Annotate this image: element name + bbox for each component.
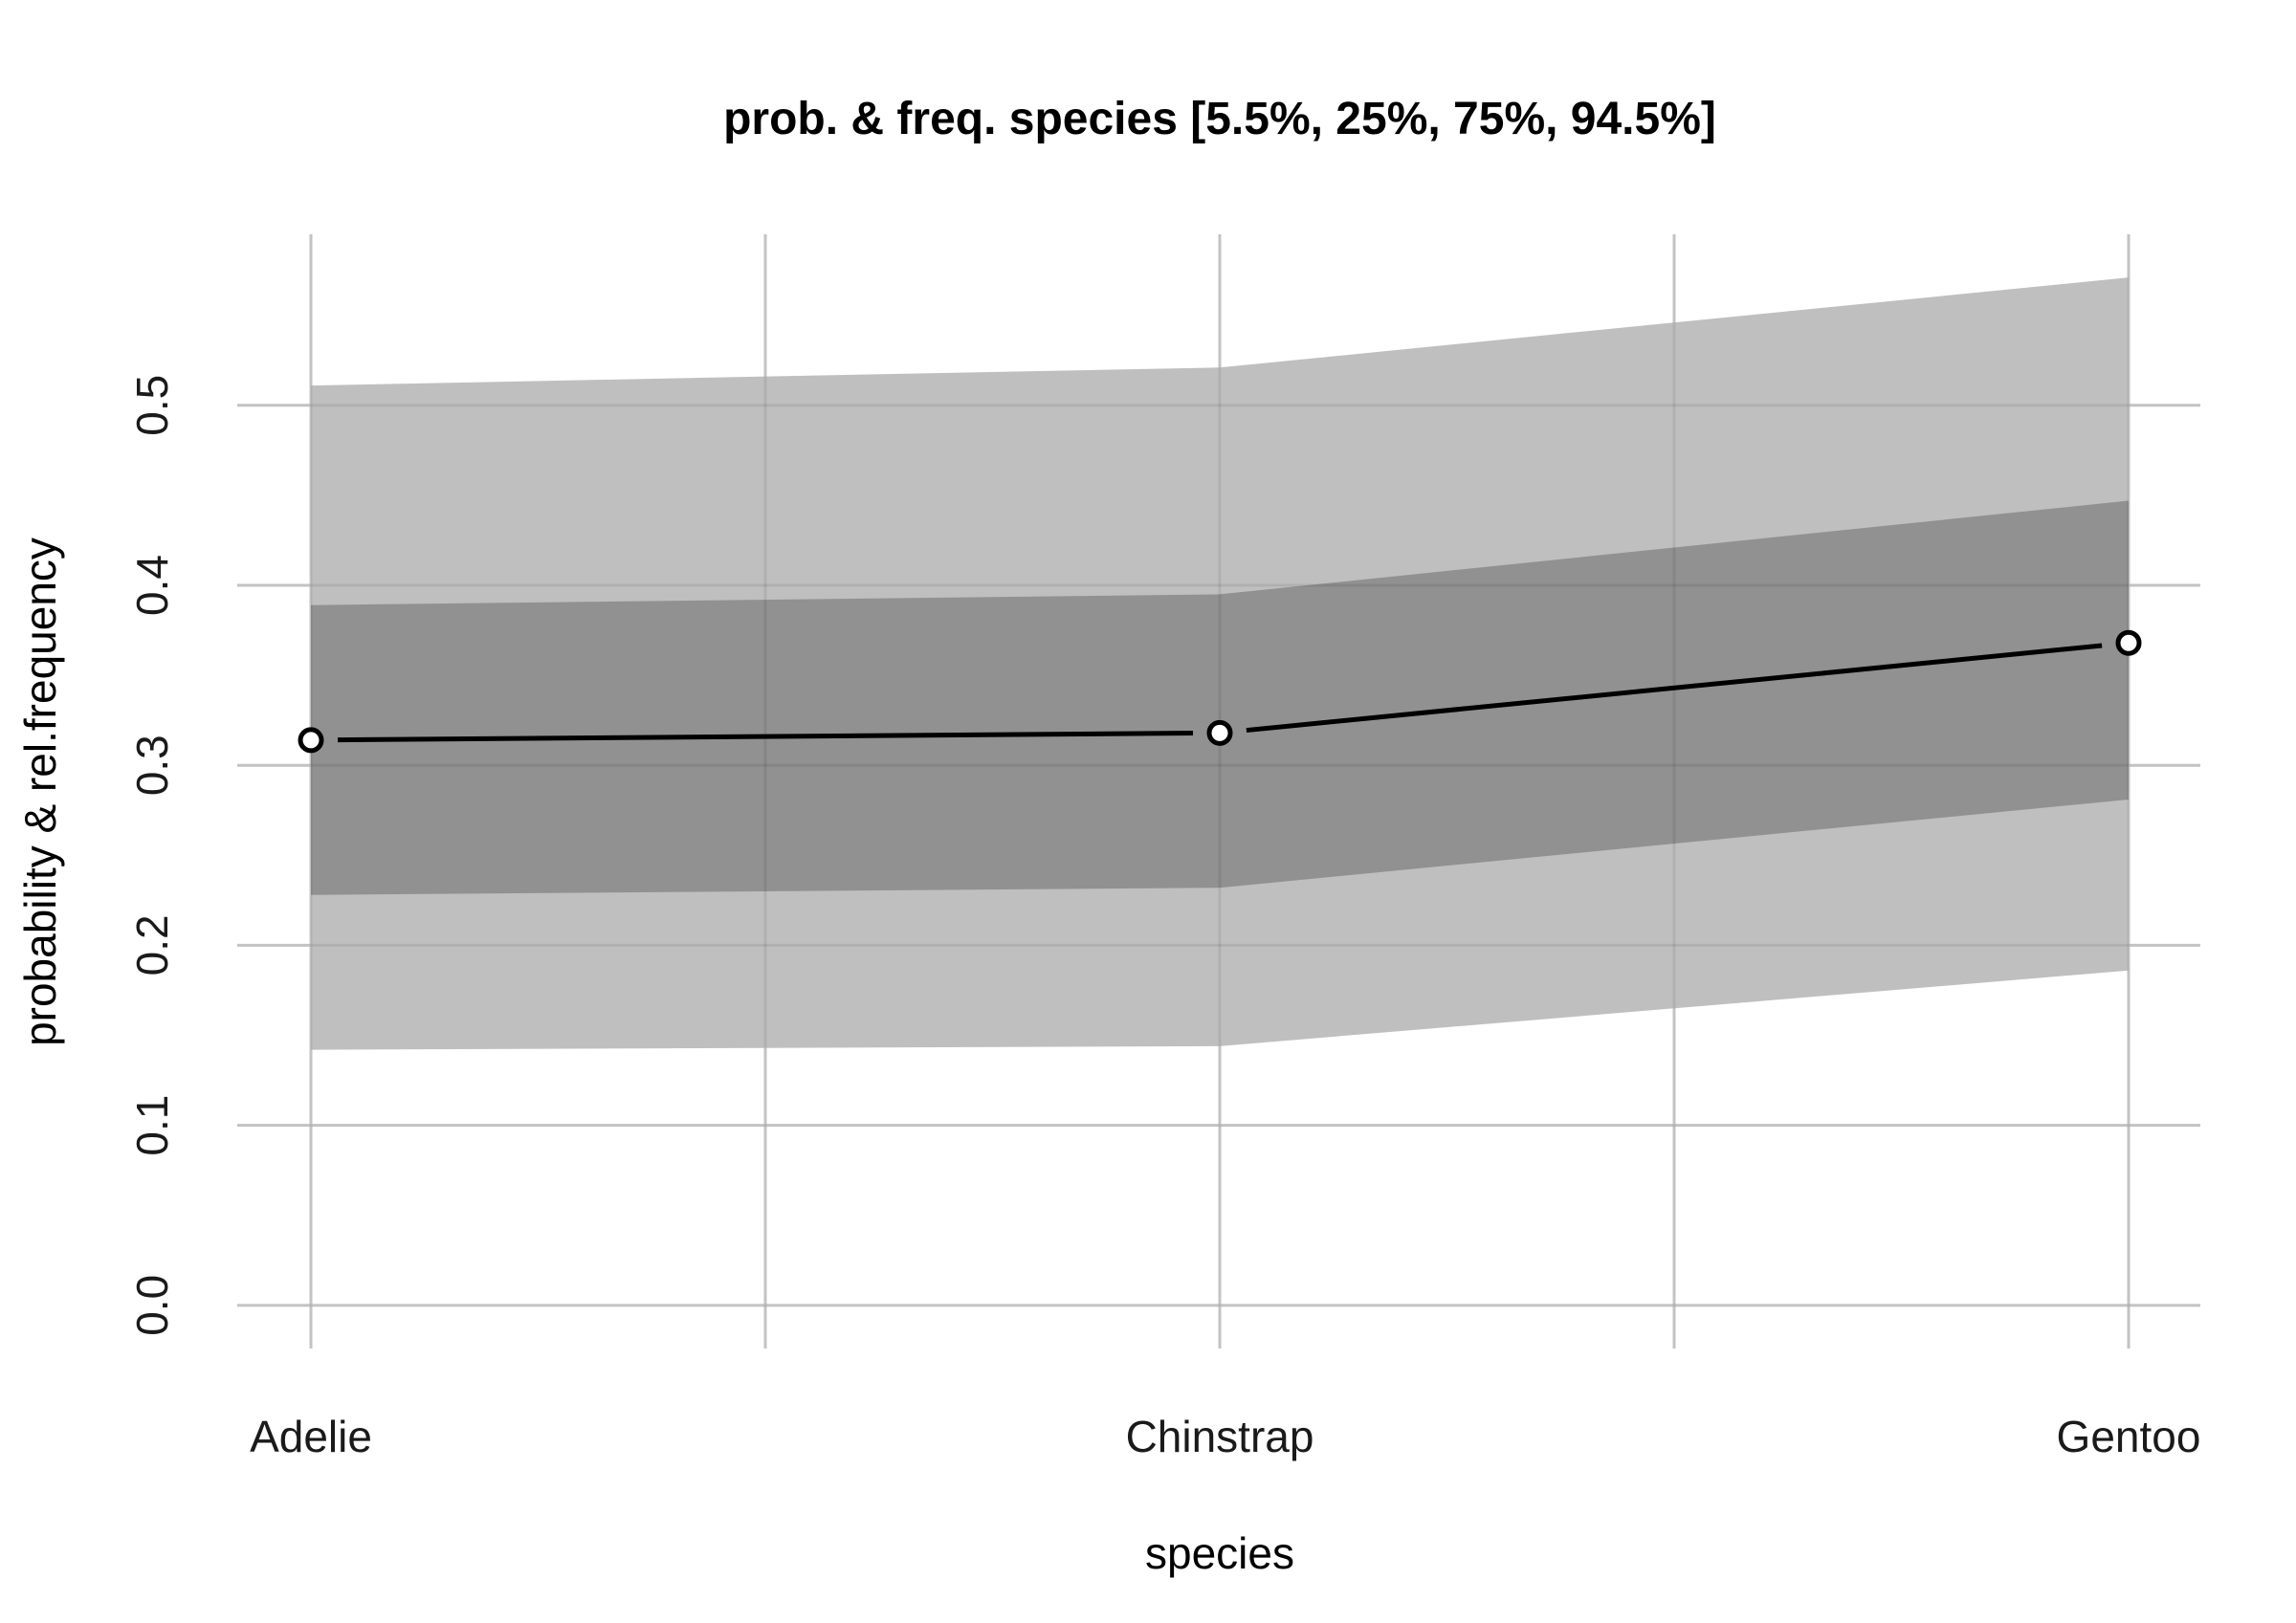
chart-title: prob. & freq. species [5.5%, 25%, 75%, 9…: [723, 94, 1716, 144]
x-tick-label-adelie: Adelie: [250, 1412, 372, 1461]
band-inner: [311, 500, 2129, 895]
y-tick-label: 0.0: [127, 1275, 177, 1336]
mean-series: [337, 643, 2103, 743]
mean-point-chinstrap: [1206, 719, 1233, 746]
y-tick-label: 0.5: [127, 375, 177, 436]
y-tick-label: 0.4: [127, 555, 177, 616]
x-axis-title: species: [1145, 1528, 1294, 1578]
y-tick-label: 0.1: [127, 1095, 177, 1156]
y-tick-label: 0.3: [127, 735, 177, 796]
mean-points: [298, 629, 2142, 754]
interval-bands: [237, 234, 2200, 1349]
x-tick-label-chinstrap: Chinstrap: [1126, 1412, 1314, 1461]
y-axis-ticks: 0.0 0.1 0.2 0.3 0.4 0.5: [127, 375, 177, 1336]
mean-point-adelie: [298, 727, 324, 754]
mean-line-segment-0: [337, 731, 1194, 743]
mean-point-gentoo: [2115, 629, 2142, 656]
y-tick-label: 0.2: [127, 914, 177, 976]
mean-line-segment-1: [1246, 643, 2103, 734]
y-axis-title: probability & rel.frequency: [15, 537, 65, 1046]
x-tick-label-gentoo: Gentoo: [2057, 1412, 2201, 1461]
x-axis-ticks: Adelie Chinstrap Gentoo: [250, 1412, 2200, 1461]
